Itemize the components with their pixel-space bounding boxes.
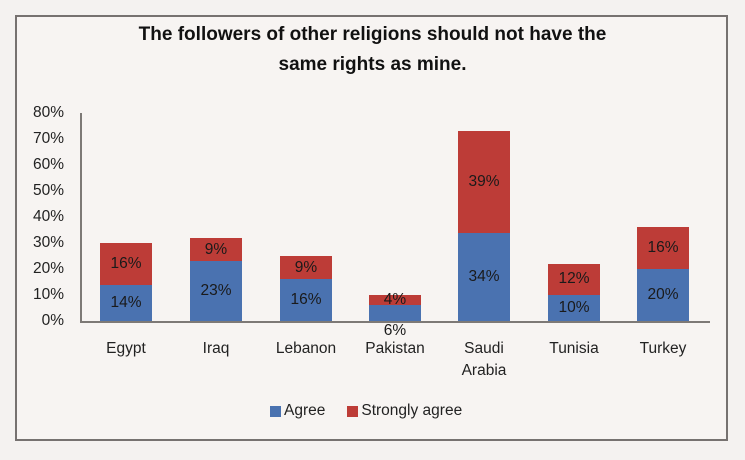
y-tick-label: 60% [32,156,64,173]
y-tick-label: 10% [32,286,64,303]
x-tick-label: Turkey [639,340,687,357]
value-label-agree: 14% [110,293,142,311]
legend-swatch-strongly-agree [347,405,359,417]
value-label-agree: 10% [558,299,590,316]
legend-label-agree: Agree [284,402,326,419]
legend: Agree Strongly agree [270,402,484,420]
x-tick-label: Saudi Arabia [461,340,507,379]
y-tick-label: 0% [41,312,64,329]
bar-segment-strongly-agree [280,256,332,280]
value-label-agree: 16% [290,291,322,309]
bar-segment-agree [100,284,152,321]
x-axis-line [80,321,710,323]
value-label-strongly-agree: 12% [558,270,590,288]
x-tick-label: Lebanon [275,340,337,357]
bar-segment-agree [458,232,510,321]
y-tick-label: 40% [32,208,64,225]
bar-segment-agree [280,279,332,321]
legend-item-strongly-agree: Strongly agree [347,402,462,420]
value-label-agree: 23% [200,282,232,300]
value-label-strongly-agree: 9% [204,240,228,258]
legend-label-strongly-agree: Strongly agree [361,402,463,419]
x-tick-label: Pakistan [365,340,425,357]
bar-segment-strongly-agree [637,227,689,269]
y-tick-label: 20% [32,260,64,277]
bar-segment-strongly-agree [369,295,421,306]
bar-segment-agree [190,261,242,321]
chart-frame [15,15,728,441]
bar-segment-agree [637,269,689,321]
bar-segment-agree [369,305,421,321]
value-label-agree: 20% [647,286,679,303]
chart-title-line-2: same rights as mine. [278,54,467,75]
value-label-strongly-agree: 39% [468,172,500,190]
value-label-strongly-agree: 16% [647,239,679,257]
y-tick-label: 70% [32,130,64,147]
value-label-strongly-agree: 4% [383,291,407,309]
y-axis-line [80,113,82,322]
x-tick-label: Tunisia [549,340,599,357]
legend-swatch-agree [270,405,281,417]
bar-segment-strongly-agree [100,243,152,285]
bar-segment-strongly-agree [458,131,510,233]
x-tick-label: Egypt [106,340,146,357]
value-label-agree: 6% [383,322,407,339]
y-tick-label: 50% [32,182,64,199]
bar-segment-agree [548,295,600,321]
x-tick-label: Iraq [202,340,230,357]
chart-title-line-1: The followers of other religions should … [138,24,607,45]
chart-title: The followers of other religions should … [0,20,745,80]
value-label-agree: 34% [468,267,500,285]
value-label-strongly-agree: 9% [294,258,318,276]
bar-segment-strongly-agree [548,263,600,295]
y-tick-label: 80% [32,104,64,121]
y-tick-label: 30% [32,234,64,251]
legend-item-agree: Agree [270,402,325,420]
value-label-strongly-agree: 16% [110,254,142,272]
bar-segment-strongly-agree [190,237,242,262]
